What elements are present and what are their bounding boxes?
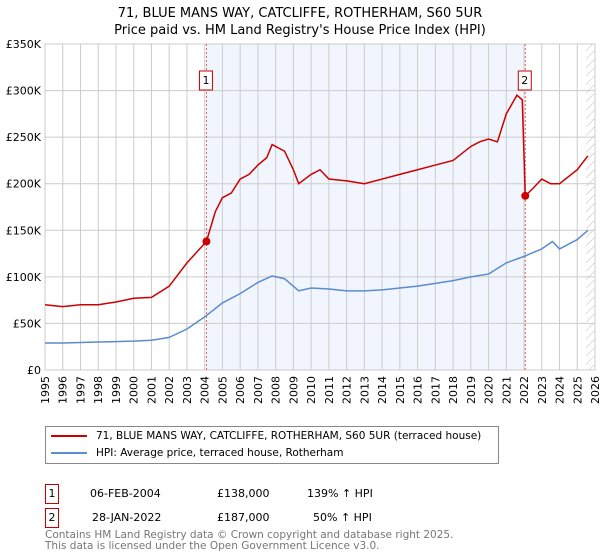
y-tick-label: £150K bbox=[6, 224, 42, 237]
x-tick-label: 2022 bbox=[518, 376, 531, 404]
x-tick-label: 2000 bbox=[128, 376, 141, 404]
x-tick-label: 2026 bbox=[589, 376, 600, 404]
sale-marker: 1 bbox=[45, 484, 59, 504]
legend: 71, BLUE MANS WAY, CATCLIFFE, ROTHERHAM,… bbox=[45, 426, 499, 464]
x-tick-label: 2002 bbox=[163, 376, 176, 404]
sale-period-shading bbox=[206, 44, 526, 370]
x-tick-label: 2005 bbox=[216, 376, 229, 404]
y-tick-label: £300K bbox=[6, 85, 42, 98]
legend-red-line bbox=[51, 434, 87, 437]
subtitle-line: Price paid vs. HM Land Registry's House … bbox=[114, 23, 486, 38]
x-tick-label: 2004 bbox=[199, 376, 212, 404]
sale-marker: 2 bbox=[45, 508, 59, 528]
x-tick-label: 2016 bbox=[412, 376, 425, 404]
x-tick-label: 2006 bbox=[234, 376, 247, 404]
footer-line-1: Contains HM Land Registry data © Crown c… bbox=[45, 529, 454, 541]
x-tick-label: 2020 bbox=[483, 376, 496, 404]
sale-hpi: 139% ↑ HPI bbox=[307, 487, 373, 500]
x-tick-label: 2024 bbox=[554, 376, 567, 404]
x-tick-label: 2008 bbox=[270, 376, 283, 404]
y-tick-label: £350K bbox=[6, 38, 42, 51]
forecast-hatch bbox=[586, 44, 595, 370]
x-tick-label: 2018 bbox=[447, 376, 460, 404]
x-tick-label: 2019 bbox=[465, 376, 478, 404]
x-tick-label: 1997 bbox=[74, 376, 87, 404]
series-line bbox=[45, 229, 589, 344]
plot-border bbox=[44, 43, 596, 371]
x-tick-label: 1998 bbox=[92, 376, 105, 404]
sale-label-box bbox=[517, 70, 532, 91]
x-tick-label: 2025 bbox=[571, 376, 584, 404]
x-tick-label: 2014 bbox=[376, 376, 389, 404]
sale-row-2: 2 28-JAN-2022 £187,000 50% ↑ HPI bbox=[45, 508, 465, 528]
x-tick-label: 2023 bbox=[536, 376, 549, 404]
y-tick-label: £250K bbox=[6, 131, 42, 144]
x-tick-label: 1995 bbox=[39, 376, 52, 404]
sale-date: 06-FEB-2004 bbox=[90, 487, 161, 500]
sale-row-1: 1 06-FEB-2004 £138,000 139% ↑ HPI bbox=[45, 484, 465, 504]
sale-point bbox=[202, 237, 211, 246]
price-chart: 1995 1996 1997 1998 1999 2000 2001 2002 2003 2004… bbox=[6, 38, 600, 404]
x-tick-label: 1996 bbox=[57, 376, 70, 404]
legend-label-property: 71, BLUE MANS WAY, CATCLIFFE, ROTHERHAM,… bbox=[96, 429, 482, 442]
x-tick-label: 2011 bbox=[323, 376, 336, 404]
y-tick-label: £0 bbox=[27, 364, 41, 377]
x-tick-label: 2015 bbox=[394, 376, 407, 404]
sale-price: £187,000 bbox=[217, 511, 270, 524]
sale-hpi: 50% ↑ HPI bbox=[313, 511, 372, 524]
x-tick-label: 2010 bbox=[305, 376, 318, 404]
y-tick-label: £100K bbox=[6, 271, 42, 284]
sale-label: 2 bbox=[521, 74, 528, 87]
legend-blue-line bbox=[51, 451, 87, 454]
sale-date: 28-JAN-2022 bbox=[92, 511, 162, 524]
x-tick-label: 2003 bbox=[181, 376, 194, 404]
x-tick-label: 2009 bbox=[287, 376, 300, 404]
y-tick-label: £200K bbox=[6, 178, 42, 191]
title-line: 71, BLUE MANS WAY, CATCLIFFE, ROTHERHAM,… bbox=[117, 6, 483, 21]
sale-label: 1 bbox=[202, 74, 209, 87]
y-tick-label: £50K bbox=[13, 317, 42, 330]
legend-label-hpi: HPI: Average price, terraced house, Roth… bbox=[96, 446, 344, 459]
sale-label-box bbox=[198, 70, 213, 91]
footer: Contains HM Land Registry data © Crown c… bbox=[45, 530, 453, 552]
x-tick-label: 2013 bbox=[358, 376, 371, 404]
sale-point bbox=[521, 191, 530, 200]
x-tick-label: 1999 bbox=[110, 376, 123, 404]
sale-price: £138,000 bbox=[217, 487, 270, 500]
chart-title: 71, BLUE MANS WAY, CATCLIFFE, ROTHERHAM,… bbox=[0, 5, 600, 39]
x-tick-label: 2012 bbox=[341, 376, 354, 404]
x-tick-label: 2021 bbox=[500, 376, 513, 404]
footer-line-2: This data is licensed under the Open Gov… bbox=[45, 540, 380, 552]
x-tick-label: 2001 bbox=[145, 376, 158, 404]
x-tick-label: 2007 bbox=[252, 376, 265, 404]
series-line bbox=[44, 94, 589, 308]
x-tick-label: 2017 bbox=[429, 376, 442, 404]
